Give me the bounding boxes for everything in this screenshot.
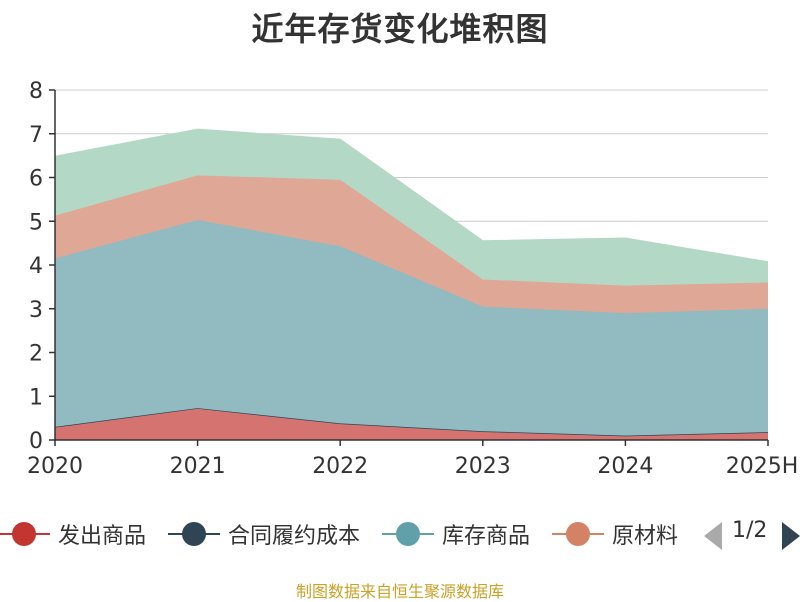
legend-label: 合同履约成本 <box>228 524 361 549</box>
area-series-0 <box>55 408 768 440</box>
legend-label: 原材料 <box>612 524 679 549</box>
series-line-4 <box>54 128 769 263</box>
legend-item-inventory-goods[interactable]: 库存商品 <box>382 512 530 556</box>
chart-title: 近年存货变化堆积图 <box>251 10 549 48</box>
y-tick-label: 2 <box>29 342 43 367</box>
y-tick-label: 0 <box>29 429 43 454</box>
y-tick-label: 5 <box>29 210 43 235</box>
x-tick-label: 2024 <box>597 454 653 479</box>
pager-next-icon[interactable] <box>782 522 800 550</box>
area-series-3 <box>55 175 768 314</box>
data-source: 制图数据来自恒生聚源数据库 <box>295 582 504 601</box>
area-series-4 <box>55 129 768 286</box>
y-tick-label: 3 <box>29 298 43 323</box>
legend-marker <box>552 522 605 546</box>
y-tick-label: 4 <box>29 254 43 279</box>
series-line-3 <box>54 174 769 287</box>
legend-item-contract-cost[interactable]: 合同履约成本 <box>168 512 360 556</box>
legend-pager: 1/2 <box>700 516 800 552</box>
pager-prev-icon[interactable] <box>704 522 722 550</box>
x-tick-label: 2025H <box>726 454 799 479</box>
legend-marker <box>168 522 221 546</box>
legend-label: 发出商品 <box>58 524 147 549</box>
y-tick-label: 6 <box>29 167 43 192</box>
legend-marker <box>382 522 435 546</box>
y-tick-label: 7 <box>29 123 43 148</box>
legend-track: 发出商品 合同履约成本 库存商品 原材料 <box>0 512 700 556</box>
legend-marker <box>0 522 50 546</box>
y-tick-label: 8 <box>29 79 43 104</box>
legend-item-raw-materials[interactable]: 原材料 <box>552 512 678 556</box>
series-line-2 <box>54 219 769 314</box>
x-tick-label: 2021 <box>170 454 226 479</box>
x-tick-label: 2022 <box>312 454 368 479</box>
x-tick-label: 2023 <box>455 454 511 479</box>
pager-text: 1/2 <box>732 518 768 543</box>
legend: 发出商品 合同履约成本 库存商品 原材料 <box>0 512 700 556</box>
x-tick-label: 2020 <box>27 454 83 479</box>
area-series-2 <box>55 219 768 436</box>
legend-label: 库存商品 <box>442 524 531 549</box>
y-tick-label: 1 <box>29 385 43 410</box>
stacked-area-chart: 0 1 2 3 4 5 6 7 8 2020 2021 2022 2023 2024 2025H <box>27 79 799 479</box>
legend-item-shipped-goods[interactable]: 发出商品 <box>0 512 146 556</box>
